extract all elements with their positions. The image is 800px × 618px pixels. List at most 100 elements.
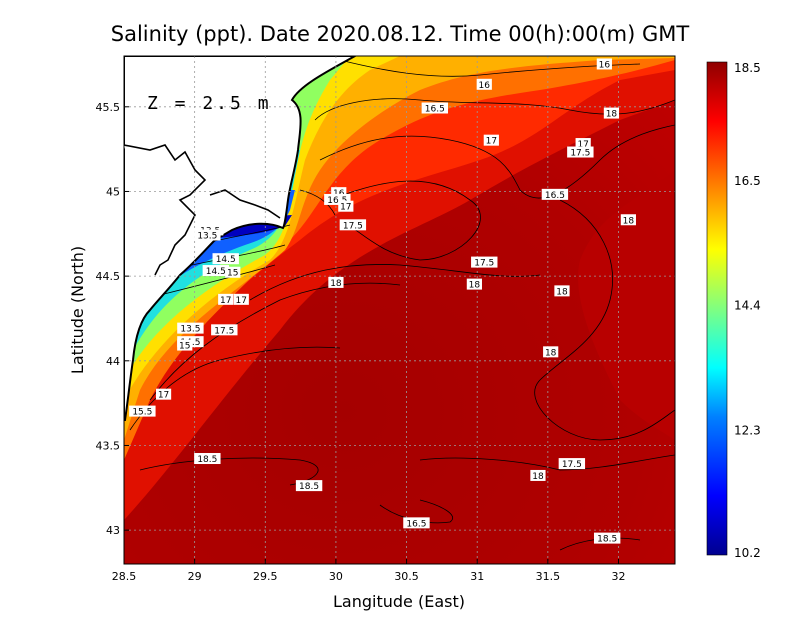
colorbar-tick-label: 12.3 — [734, 423, 761, 437]
contour-label: 17 — [483, 134, 499, 147]
contour-label-box — [212, 253, 239, 265]
contour-label: 18 — [328, 276, 344, 289]
x-tick-label: 32 — [611, 570, 625, 583]
contour-label: 16 — [596, 58, 612, 70]
contour-label-box — [403, 517, 430, 529]
contour-line — [339, 59, 641, 77]
y-tick-label: 44.5 — [96, 270, 121, 283]
contour-label-box — [218, 293, 234, 305]
x-tick-label: 28.5 — [112, 570, 137, 583]
colorbar-ticks: 18.5 16.5 14.4 12.3 10.2 — [734, 61, 761, 560]
contour-label-text: 17 — [577, 140, 588, 150]
contour-label-text: 18 — [532, 472, 544, 482]
y-tick-label: 45.5 — [96, 101, 121, 114]
contour-label-text: 16.5 — [327, 196, 347, 206]
contour-line — [419, 454, 675, 471]
contour-label-box — [155, 388, 172, 400]
salinity-zone-darkred-east — [578, 170, 675, 440]
contour-label-text: 17 — [340, 203, 351, 213]
x-tick-label: 31.5 — [536, 570, 561, 583]
contour-label-box — [202, 265, 230, 277]
contour-label: 18 — [466, 278, 482, 291]
x-tick-label: 29 — [188, 570, 202, 583]
contour-line — [139, 457, 319, 486]
contour-label-box — [603, 107, 620, 119]
y-axis-label: Latitude (North) — [68, 246, 87, 374]
contour-label: 18 — [620, 214, 636, 226]
depth-annotation: Z = 2.5 m — [147, 93, 272, 114]
contour-label-text: 18.5 — [597, 535, 617, 545]
contour-label-text: 15.5 — [132, 408, 152, 418]
land-mass — [124, 56, 358, 421]
colorbar — [706, 61, 728, 556]
contour-label: 17.5 — [339, 219, 367, 231]
x-tick-label: 30 — [329, 570, 343, 583]
contour-line — [129, 346, 341, 431]
y-tick-label: 44 — [106, 355, 120, 368]
contour-label-text: 17 — [220, 296, 231, 306]
contour-label: 16.5 — [541, 188, 569, 201]
contour-label-text: 18 — [469, 281, 481, 291]
contour-label-text: 18 — [623, 216, 635, 226]
contour-label-text: 17 — [236, 296, 247, 306]
contour-label: 15 — [177, 339, 193, 352]
contour-label: 18 — [543, 346, 559, 358]
x-tick-label: 30.5 — [394, 570, 419, 583]
contour-label-box — [558, 458, 586, 470]
contour-label-text: 14.5 — [206, 267, 226, 277]
delta-outline — [209, 189, 281, 219]
contour-label-text: 16.5 — [406, 519, 426, 529]
contour-label-box — [541, 188, 569, 200]
plot-frame — [123, 55, 676, 565]
contour-label: 15.5 — [129, 405, 156, 418]
contour-label: 18.5 — [593, 532, 621, 545]
contour-label: 14.5 — [202, 265, 230, 277]
contour-label-box — [295, 480, 323, 492]
contour-line — [149, 282, 401, 401]
contour-label: 17.5 — [558, 458, 586, 470]
y-tick-label: 45 — [106, 185, 120, 198]
contour-label-box — [530, 469, 546, 481]
grid — [124, 56, 675, 564]
contour-label: 14.5 — [212, 253, 239, 265]
contour-label-text: 13.5 — [180, 325, 200, 335]
contour-label-box — [593, 532, 621, 544]
contour-label: 17 — [218, 293, 234, 306]
x-axis-ticks: 28.5 29 29.5 30 30.5 31 31.5 32 — [112, 559, 625, 583]
contour-line — [319, 124, 675, 199]
contour-label-text: 16 — [479, 81, 491, 91]
contour-label: 17 — [233, 293, 249, 306]
contour-label-text: 16 — [599, 60, 611, 70]
contour-label-text: 13.5 — [197, 231, 217, 241]
contour-label: 17 — [338, 200, 354, 213]
x-tick-label: 29.5 — [253, 570, 278, 583]
contour-label-box — [328, 276, 344, 288]
contour-label-text: 18 — [606, 110, 618, 120]
colorbar-tick-label: 10.2 — [734, 546, 761, 560]
contour-label-box — [483, 134, 499, 146]
contour-label: 18.5 — [295, 480, 323, 492]
contour-label-box — [331, 187, 347, 199]
x-tick-label: 31 — [470, 570, 484, 583]
contour-label-text: 16.5 — [545, 191, 565, 201]
contour-label-text: 18.5 — [299, 482, 319, 492]
contour-label-box — [225, 266, 241, 278]
contour-label-text: 18 — [545, 348, 557, 358]
contour-label-text: 18 — [330, 279, 342, 289]
contour-label-text: 17.5 — [214, 326, 234, 336]
contour-line — [329, 180, 481, 261]
contour-label: 17 — [575, 138, 591, 150]
contour-label-text: 17.5 — [474, 259, 494, 269]
contour-label-text: 14.5 — [216, 255, 236, 265]
contour-label-box — [620, 214, 636, 226]
contour-line — [379, 499, 453, 524]
colorbar-tick-label: 14.4 — [734, 299, 761, 313]
contour-label-text: 15 — [227, 269, 238, 279]
contour-line — [159, 264, 276, 296]
lagoon-outline — [124, 144, 207, 276]
contour-label-text: 16.5 — [425, 104, 445, 114]
contour-label-box — [211, 324, 238, 336]
colorbar-tick-label: 16.5 — [734, 174, 761, 188]
contour-label: 18 — [603, 107, 620, 120]
